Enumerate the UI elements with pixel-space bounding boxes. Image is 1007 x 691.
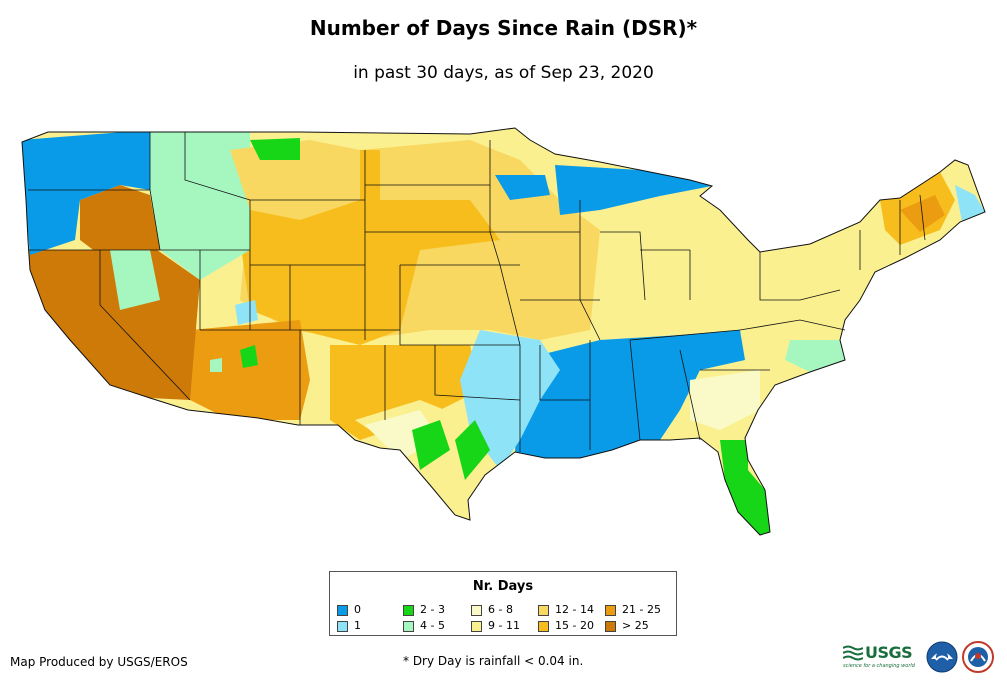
legend-item-5: 9 - 11 bbox=[471, 619, 520, 632]
dry-day-footnote: * Dry Day is rainfall < 0.04 in. bbox=[403, 654, 584, 668]
legend-title: Nr. Days bbox=[472, 579, 534, 594]
legend-swatch bbox=[538, 604, 549, 616]
legend-item-8: 21 - 25 bbox=[605, 603, 661, 616]
legend-swatch bbox=[403, 604, 414, 616]
usgs-tagline: science for a changing world bbox=[843, 663, 915, 669]
legend-swatch bbox=[538, 620, 549, 632]
national-weather-service-logo-icon bbox=[962, 641, 994, 673]
legend-item-0: 0 bbox=[337, 603, 361, 616]
legend-swatch bbox=[605, 604, 616, 616]
legend-item-9: > 25 bbox=[605, 619, 649, 632]
legend-item-2: 2 - 3 bbox=[403, 603, 445, 616]
map-title: Number of Days Since Rain (DSR)* bbox=[309, 16, 698, 40]
map-subtitle: in past 30 days, as of Sep 23, 2020 bbox=[353, 63, 654, 83]
legend-swatch bbox=[337, 620, 348, 632]
legend-item-4: 6 - 8 bbox=[471, 603, 513, 616]
legend-swatch bbox=[471, 620, 482, 632]
map-producer-credit: Map Produced by USGS/EROS bbox=[10, 655, 188, 669]
legend-item-1: 1 bbox=[337, 619, 361, 632]
usgs-logo: USGS science for a changing world bbox=[843, 643, 918, 669]
legend-item-3: 4 - 5 bbox=[403, 619, 445, 632]
legend-swatch bbox=[403, 620, 414, 632]
usgs-wordmark: USGS bbox=[865, 643, 913, 662]
legend-item-7: 15 - 20 bbox=[538, 619, 594, 632]
noaa-logo-icon bbox=[926, 641, 958, 673]
state-boundaries bbox=[28, 132, 926, 452]
legend: Nr. Days 0 1 2 - 3 4 - 5 6 - 8 9 - 11 12… bbox=[329, 571, 677, 636]
rain-zones bbox=[22, 128, 985, 535]
legend-swatch bbox=[471, 604, 482, 616]
usgs-wave-icon bbox=[843, 645, 863, 661]
us-outline bbox=[21, 127, 986, 536]
legend-swatch bbox=[337, 604, 348, 616]
legend-swatch bbox=[605, 620, 616, 632]
legend-item-6: 12 - 14 bbox=[538, 603, 594, 616]
